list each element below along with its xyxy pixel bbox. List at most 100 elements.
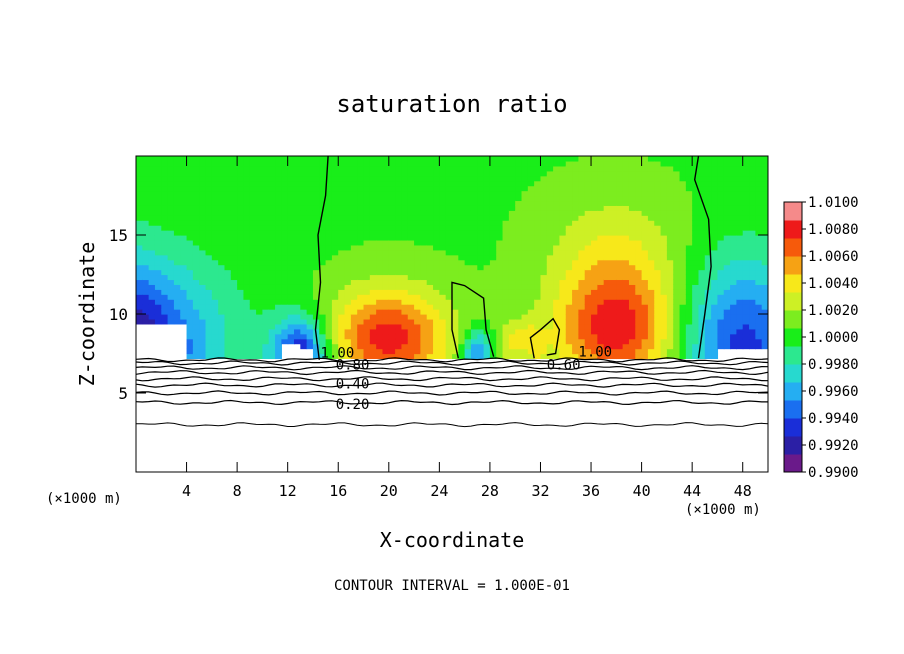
field-cell — [647, 249, 655, 256]
field-cell — [515, 244, 523, 251]
field-cell — [369, 215, 377, 221]
field-cell — [350, 338, 358, 345]
field-cell — [369, 156, 377, 162]
field-cell — [546, 225, 554, 231]
field-cell — [452, 304, 459, 310]
field-cell — [616, 279, 624, 285]
field-cell — [388, 170, 396, 177]
field-cell — [186, 220, 194, 226]
field-cell — [281, 220, 289, 226]
field-cell — [344, 279, 352, 285]
field-cell — [300, 205, 308, 211]
field-cell — [508, 230, 516, 236]
field-cell — [331, 235, 339, 241]
field-cell — [180, 318, 188, 325]
field-cell — [559, 274, 567, 281]
field-cell — [401, 175, 409, 182]
field-cell — [401, 323, 409, 330]
field-cell — [692, 156, 700, 162]
field-cell — [388, 156, 396, 162]
field-cell — [306, 259, 314, 266]
field-cell — [647, 244, 655, 251]
field-cell — [666, 323, 674, 330]
field-cell — [237, 175, 245, 182]
field-cell — [186, 156, 194, 162]
field-cell — [496, 195, 504, 202]
field-cell — [666, 279, 674, 285]
field-cell — [382, 230, 390, 236]
field-cell — [186, 165, 194, 172]
field-cell — [331, 274, 339, 281]
field-cell — [363, 348, 371, 355]
field-cell — [300, 175, 308, 182]
field-cell — [300, 210, 308, 216]
field-cell — [452, 309, 459, 315]
field-cell — [666, 165, 674, 172]
field-cell — [262, 309, 270, 315]
contour-line — [136, 376, 768, 382]
field-cell — [426, 200, 434, 206]
field-cell — [749, 210, 756, 216]
field-cell — [641, 279, 649, 285]
field-cell — [357, 289, 365, 295]
field-cell — [692, 279, 700, 285]
field-cell — [635, 230, 643, 236]
field-cell — [369, 333, 377, 340]
field-cell — [395, 239, 403, 246]
field-cell — [350, 294, 358, 300]
field-cell — [312, 170, 320, 177]
field-cell — [704, 314, 712, 320]
field-cell — [414, 205, 421, 211]
field-cell — [363, 170, 371, 177]
field-cell — [439, 239, 447, 246]
field-cell — [414, 314, 421, 320]
field-cell — [749, 289, 756, 295]
field-cell — [584, 289, 592, 295]
field-cell — [401, 195, 409, 202]
field-cell — [723, 338, 731, 345]
field-cell — [559, 235, 567, 241]
field-cell — [142, 175, 150, 182]
field-cell — [616, 348, 624, 355]
field-cell — [287, 175, 295, 182]
field-cell — [565, 294, 573, 300]
field-cell — [591, 185, 598, 192]
field-cell — [445, 200, 453, 206]
field-cell — [502, 309, 510, 315]
field-cell — [572, 156, 579, 162]
field-cell — [148, 170, 156, 177]
field-cell — [742, 185, 750, 192]
field-cell — [704, 343, 712, 350]
field-cell — [515, 284, 523, 290]
field-cell — [199, 235, 207, 241]
field-cell — [161, 239, 169, 246]
field-cell — [546, 195, 554, 202]
field-cell — [540, 284, 548, 290]
field-cell — [622, 225, 630, 231]
field-cell — [565, 318, 573, 325]
field-cell — [540, 244, 548, 251]
field-cell — [344, 348, 352, 355]
field-cell — [692, 318, 700, 325]
field-cell — [154, 200, 162, 206]
field-cell — [704, 205, 712, 211]
field-cell — [534, 239, 542, 246]
field-cell — [692, 185, 700, 192]
field-cell — [382, 328, 390, 335]
field-cell — [540, 304, 548, 310]
field-cell — [218, 279, 226, 285]
field-cell — [243, 239, 251, 246]
field-cell — [603, 274, 611, 281]
field-cell — [483, 239, 491, 246]
field-cell — [704, 239, 712, 246]
field-cell — [199, 274, 207, 281]
field-cell — [553, 180, 561, 187]
field-cell — [331, 323, 339, 330]
field-cell — [660, 220, 668, 226]
field-cell — [319, 190, 327, 197]
field-cell — [666, 170, 674, 177]
field-cell — [249, 318, 257, 325]
field-cell — [717, 254, 725, 261]
field-cell — [173, 304, 181, 310]
field-cell — [357, 215, 365, 221]
